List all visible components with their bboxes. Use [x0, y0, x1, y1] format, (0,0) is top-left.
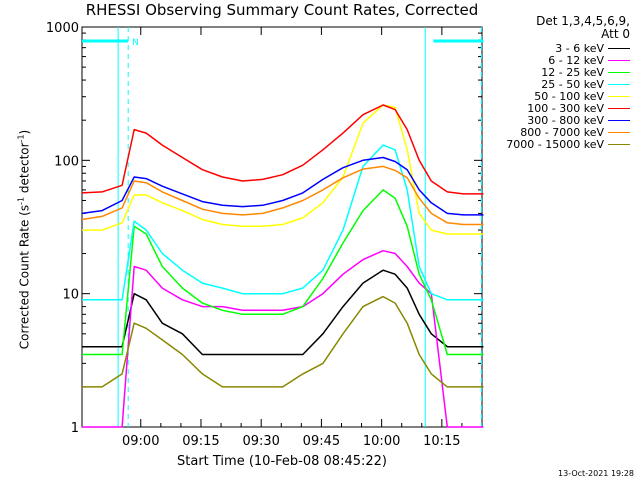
series-line-6to12kev — [82, 249, 484, 428]
x-tick-label: 09:30 — [242, 434, 279, 449]
series-line-100to300kev — [81, 104, 484, 195]
legend-item: 25 - 50 keV — [469, 77, 630, 91]
legend-item: 6 - 12 keV — [469, 53, 630, 67]
legend-label: 100 - 300 keV — [527, 101, 604, 115]
axis-ticks: 09:00 09:15 09:30 09:45 10:00 10:15 1 10 100 1000 — [46, 21, 482, 449]
legend-swatch — [608, 71, 630, 73]
legend-header-line2: Att 0 — [601, 27, 630, 41]
y-tick-label: 1000 — [46, 21, 79, 36]
legend-label: 50 - 100 keV — [534, 89, 604, 103]
legend-swatch — [608, 59, 630, 61]
x-tick-label: 10:00 — [363, 434, 400, 449]
series-line-800to7000kev — [81, 165, 484, 226]
x-tick-label: 09:00 — [122, 434, 159, 449]
legend-item: 300 - 800 keV — [469, 113, 630, 127]
legend-swatch — [608, 47, 630, 49]
legend-header-line1: Det 1,3,4,5,6,9, — [536, 14, 630, 28]
legend-label: 7000 - 15000 keV — [506, 137, 604, 151]
legend-item: 3 - 6 keV — [469, 41, 630, 55]
legend-item: 12 - 25 keV — [469, 65, 630, 79]
y-axis-label: Corrected Count Rate (s-1 detector-1) — [16, 129, 32, 350]
legend-item: 7000 - 15000 keV — [469, 137, 630, 151]
legend-swatch — [608, 95, 630, 97]
legend-item: 800 - 7000 keV — [469, 125, 630, 139]
legend-label: 3 - 6 keV — [555, 41, 604, 55]
series-line-25to50kev — [82, 144, 484, 301]
interval-markers: N — [82, 27, 484, 427]
chart-title: RHESSI Observing Summary Count Rates, Co… — [85, 1, 479, 19]
legend-item: 50 - 100 keV — [469, 89, 630, 103]
legend-swatch — [608, 83, 630, 85]
timestamp: 13-Oct-2021 19:28 — [558, 469, 634, 478]
series-line-12to25kev — [82, 189, 484, 356]
x-tick-label: 09:45 — [303, 434, 340, 449]
night-flag-label: N — [132, 38, 139, 48]
series-line-3to6kev — [82, 269, 484, 356]
legend-label: 12 - 25 keV — [541, 65, 604, 79]
x-tick-label: 09:15 — [182, 434, 219, 449]
y-tick-label: 1 — [71, 421, 79, 436]
legend-swatch — [608, 107, 630, 109]
legend-label: 800 - 7000 keV — [520, 125, 604, 139]
x-tick-label: 10:15 — [423, 434, 460, 449]
series-line-50to100kev — [82, 104, 484, 235]
legend-item: 100 - 300 keV — [469, 101, 630, 115]
y-tick-label: 10 — [62, 288, 79, 303]
y-tick-label: 100 — [54, 154, 79, 169]
series-line-300to800kev — [81, 156, 484, 216]
series-line-7000to15000kev — [82, 295, 484, 388]
legend-swatch — [608, 143, 630, 145]
legend-label: 6 - 12 keV — [548, 53, 604, 67]
series-lines — [81, 104, 484, 428]
legend-swatch — [608, 131, 630, 133]
x-axis-label: Start Time (10-Feb-08 08:45:22) — [177, 454, 387, 469]
legend-label: 300 - 800 keV — [527, 113, 604, 127]
legend-swatch — [608, 119, 630, 121]
legend-label: 25 - 50 keV — [541, 77, 604, 91]
plot-frame — [81, 26, 483, 428]
